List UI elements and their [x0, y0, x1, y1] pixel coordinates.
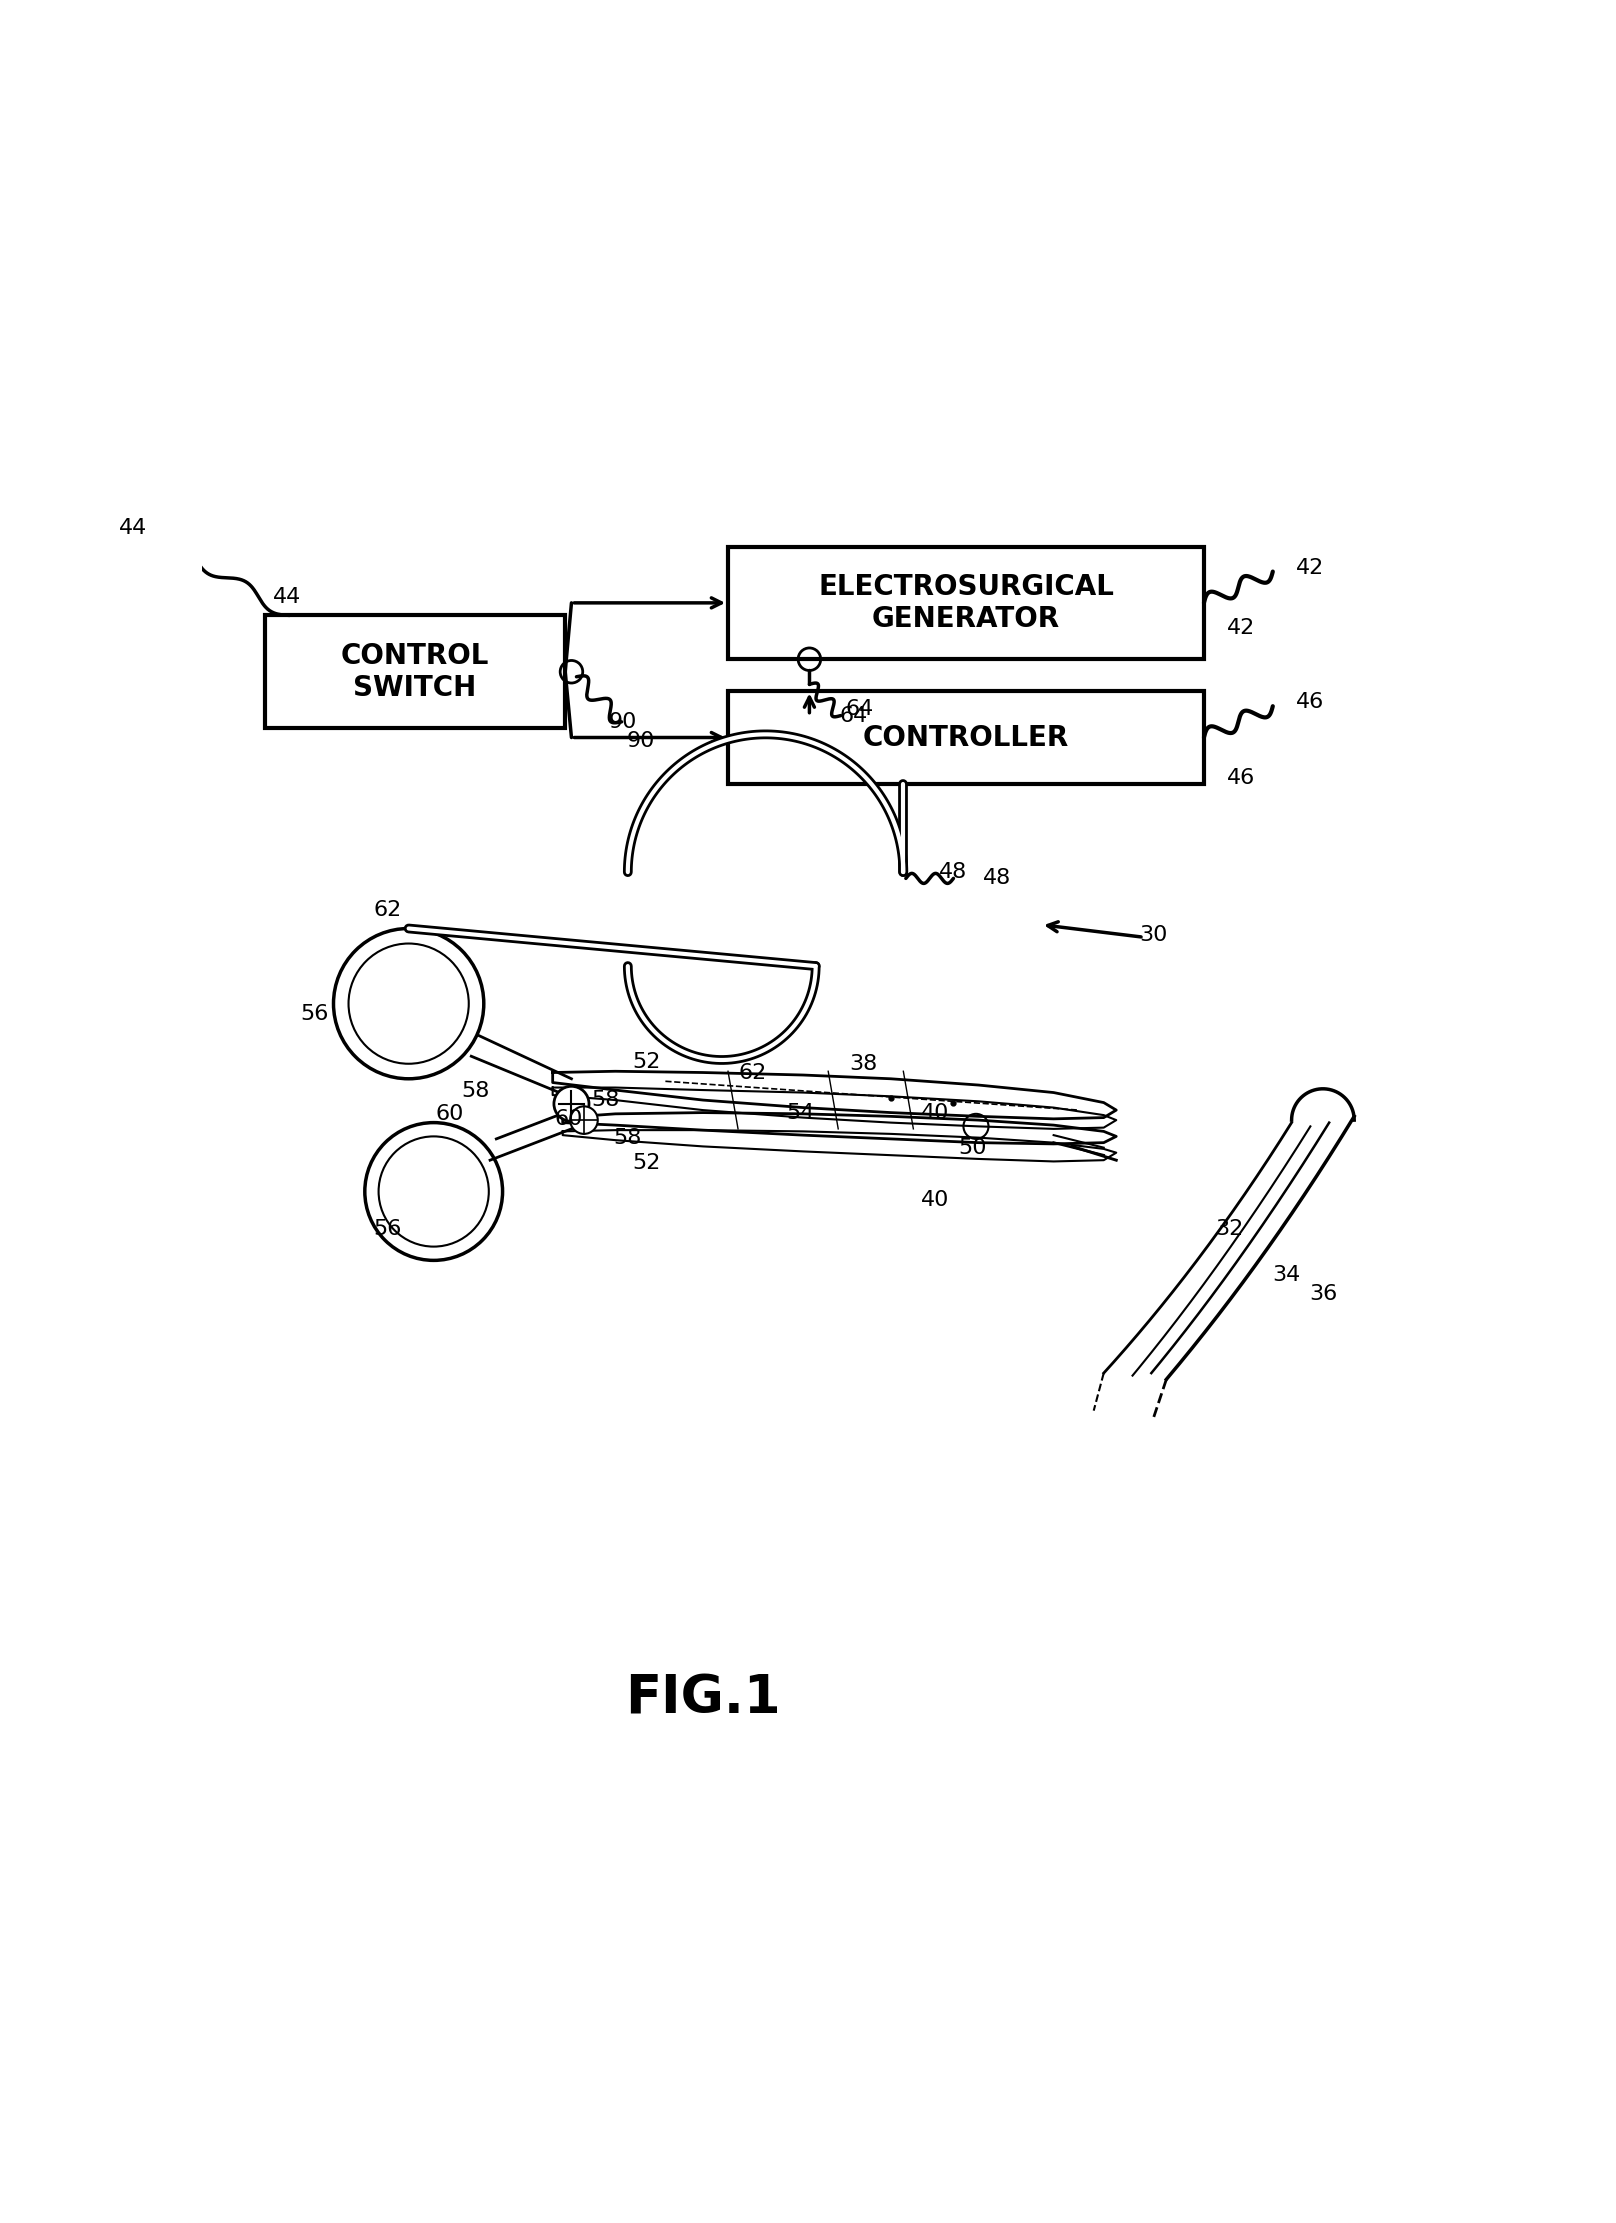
Polygon shape — [490, 1109, 572, 1160]
Text: 56: 56 — [301, 1003, 330, 1023]
Bar — [727, 547, 1204, 660]
Text: ELECTROSURGICAL
GENERATOR: ELECTROSURGICAL GENERATOR — [818, 574, 1113, 634]
Text: 48: 48 — [983, 869, 1012, 889]
Text: 60: 60 — [554, 1109, 583, 1129]
Text: 90: 90 — [609, 711, 637, 731]
Text: 58: 58 — [461, 1080, 490, 1100]
Text: 44: 44 — [273, 587, 301, 607]
Circle shape — [554, 1087, 588, 1120]
Text: 48: 48 — [939, 863, 968, 883]
Text: 30: 30 — [1139, 925, 1168, 945]
Text: 46: 46 — [1296, 691, 1325, 711]
Text: 38: 38 — [848, 1054, 877, 1074]
Polygon shape — [562, 1112, 1117, 1160]
Bar — [265, 616, 566, 729]
Text: 50: 50 — [958, 1138, 986, 1158]
Polygon shape — [553, 1071, 1117, 1129]
Text: 52: 52 — [632, 1154, 661, 1174]
Bar — [727, 691, 1204, 785]
Text: 34: 34 — [1272, 1265, 1301, 1285]
Text: 62: 62 — [373, 900, 401, 920]
Text: 46: 46 — [1228, 769, 1256, 789]
Circle shape — [570, 1107, 598, 1134]
Text: 62: 62 — [739, 1063, 768, 1083]
Text: 90: 90 — [625, 731, 654, 751]
Text: 58: 58 — [591, 1089, 619, 1109]
Text: 44: 44 — [120, 518, 147, 538]
Text: 54: 54 — [787, 1103, 814, 1123]
Text: 32: 32 — [1215, 1218, 1243, 1238]
Text: 58: 58 — [614, 1127, 642, 1147]
Text: 60: 60 — [436, 1105, 464, 1125]
Text: 36: 36 — [1309, 1285, 1336, 1305]
Text: 64: 64 — [839, 705, 868, 725]
Text: 64: 64 — [845, 700, 874, 720]
Text: CONTROL
SWITCH: CONTROL SWITCH — [341, 642, 490, 702]
Text: CONTROLLER: CONTROLLER — [863, 722, 1070, 751]
Text: 52: 52 — [632, 1051, 661, 1071]
Text: 40: 40 — [921, 1103, 949, 1123]
Polygon shape — [472, 1036, 572, 1098]
Text: FIG.1: FIG.1 — [625, 1672, 781, 1725]
Text: 42: 42 — [1228, 618, 1256, 638]
Text: 40: 40 — [921, 1189, 949, 1209]
Text: 42: 42 — [1296, 558, 1325, 578]
Text: 56: 56 — [373, 1218, 401, 1238]
